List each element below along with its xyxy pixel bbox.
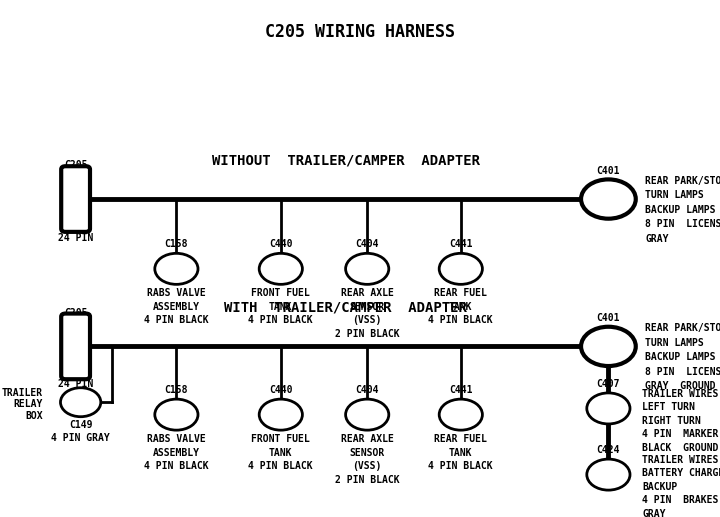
Text: 4 PIN BLACK: 4 PIN BLACK <box>248 461 313 471</box>
Text: TANK: TANK <box>269 448 292 458</box>
Circle shape <box>439 399 482 430</box>
Text: ASSEMBLY: ASSEMBLY <box>153 448 200 458</box>
Text: FRONT FUEL: FRONT FUEL <box>251 434 310 444</box>
Text: (VSS): (VSS) <box>353 461 382 471</box>
Text: REAR PARK/STOP: REAR PARK/STOP <box>645 323 720 333</box>
Text: REAR FUEL: REAR FUEL <box>434 288 487 298</box>
Text: C424: C424 <box>597 445 620 455</box>
Text: 8 PIN  LICENSE LAMPS: 8 PIN LICENSE LAMPS <box>645 219 720 229</box>
Text: C205: C205 <box>64 160 87 171</box>
Text: BOX: BOX <box>26 410 43 421</box>
Text: 4 PIN  MARKER: 4 PIN MARKER <box>642 429 719 439</box>
Text: REAR FUEL: REAR FUEL <box>434 434 487 444</box>
Text: C441: C441 <box>449 239 472 249</box>
Text: 24 PIN: 24 PIN <box>58 378 93 389</box>
Text: (VSS): (VSS) <box>353 315 382 325</box>
Text: BACKUP LAMPS: BACKUP LAMPS <box>645 205 716 215</box>
Circle shape <box>587 393 630 424</box>
Text: RIGHT TURN: RIGHT TURN <box>642 416 701 425</box>
Text: C441: C441 <box>449 385 472 395</box>
Circle shape <box>155 253 198 284</box>
Text: BACKUP: BACKUP <box>642 482 678 492</box>
Circle shape <box>259 399 302 430</box>
Text: C158: C158 <box>165 385 188 395</box>
Text: GRAY: GRAY <box>642 509 666 517</box>
Text: C404: C404 <box>356 385 379 395</box>
Text: 4 PIN GRAY: 4 PIN GRAY <box>51 433 110 443</box>
Text: GRAY  GROUND: GRAY GROUND <box>645 381 716 391</box>
Text: C205: C205 <box>64 308 87 318</box>
Text: 4 PIN BLACK: 4 PIN BLACK <box>428 315 493 325</box>
Text: 2 PIN BLACK: 2 PIN BLACK <box>335 329 400 339</box>
Text: C401: C401 <box>597 313 620 323</box>
Text: TANK: TANK <box>449 448 472 458</box>
Text: ASSEMBLY: ASSEMBLY <box>153 302 200 312</box>
Text: TRAILER: TRAILER <box>2 388 43 398</box>
Text: TURN LAMPS: TURN LAMPS <box>645 190 704 200</box>
Text: WITHOUT  TRAILER/CAMPER  ADAPTER: WITHOUT TRAILER/CAMPER ADAPTER <box>212 153 480 168</box>
Text: RABS VALVE: RABS VALVE <box>147 288 206 298</box>
Text: 24 PIN: 24 PIN <box>58 233 93 243</box>
Text: 4 PIN BLACK: 4 PIN BLACK <box>144 315 209 325</box>
Text: BATTERY CHARGE: BATTERY CHARGE <box>642 468 720 478</box>
Text: C440: C440 <box>269 239 292 249</box>
Text: C440: C440 <box>269 385 292 395</box>
Circle shape <box>155 399 198 430</box>
Text: REAR AXLE: REAR AXLE <box>341 288 394 298</box>
Text: C407: C407 <box>597 379 620 389</box>
Circle shape <box>439 253 482 284</box>
FancyBboxPatch shape <box>61 313 90 379</box>
Text: C401: C401 <box>597 166 620 176</box>
Text: C149: C149 <box>69 420 92 430</box>
Text: TRAILER WIRES: TRAILER WIRES <box>642 389 719 399</box>
Circle shape <box>346 253 389 284</box>
Text: C404: C404 <box>356 239 379 249</box>
Text: SENSOR: SENSOR <box>350 448 384 458</box>
Text: GRAY: GRAY <box>645 234 669 244</box>
Text: 4 PIN BLACK: 4 PIN BLACK <box>428 461 493 471</box>
Circle shape <box>60 388 101 417</box>
Text: FRONT FUEL: FRONT FUEL <box>251 288 310 298</box>
Text: TANK: TANK <box>449 302 472 312</box>
Text: RELAY: RELAY <box>14 399 43 409</box>
Circle shape <box>581 179 636 219</box>
Text: 4 PIN BLACK: 4 PIN BLACK <box>248 315 313 325</box>
Text: SENSOR: SENSOR <box>350 302 384 312</box>
Circle shape <box>581 327 636 366</box>
Text: 4 PIN  BRAKES: 4 PIN BRAKES <box>642 495 719 505</box>
Text: C158: C158 <box>165 239 188 249</box>
Circle shape <box>346 399 389 430</box>
Text: TURN LAMPS: TURN LAMPS <box>645 338 704 347</box>
Circle shape <box>259 253 302 284</box>
Text: TANK: TANK <box>269 302 292 312</box>
Text: C205 WIRING HARNESS: C205 WIRING HARNESS <box>265 23 455 41</box>
Text: TRAILER WIRES: TRAILER WIRES <box>642 455 719 465</box>
Text: 8 PIN  LICENSE LAMPS: 8 PIN LICENSE LAMPS <box>645 367 720 376</box>
Text: REAR AXLE: REAR AXLE <box>341 434 394 444</box>
Text: BLACK  GROUND: BLACK GROUND <box>642 443 719 452</box>
Text: BACKUP LAMPS: BACKUP LAMPS <box>645 352 716 362</box>
Text: LEFT TURN: LEFT TURN <box>642 402 695 412</box>
Text: RABS VALVE: RABS VALVE <box>147 434 206 444</box>
Text: WITH  TRAILER/CAMPER  ADAPTER: WITH TRAILER/CAMPER ADAPTER <box>224 300 467 315</box>
Text: REAR PARK/STOP: REAR PARK/STOP <box>645 176 720 186</box>
FancyBboxPatch shape <box>61 166 90 232</box>
Circle shape <box>587 459 630 490</box>
Text: 2 PIN BLACK: 2 PIN BLACK <box>335 475 400 484</box>
Text: 4 PIN BLACK: 4 PIN BLACK <box>144 461 209 471</box>
